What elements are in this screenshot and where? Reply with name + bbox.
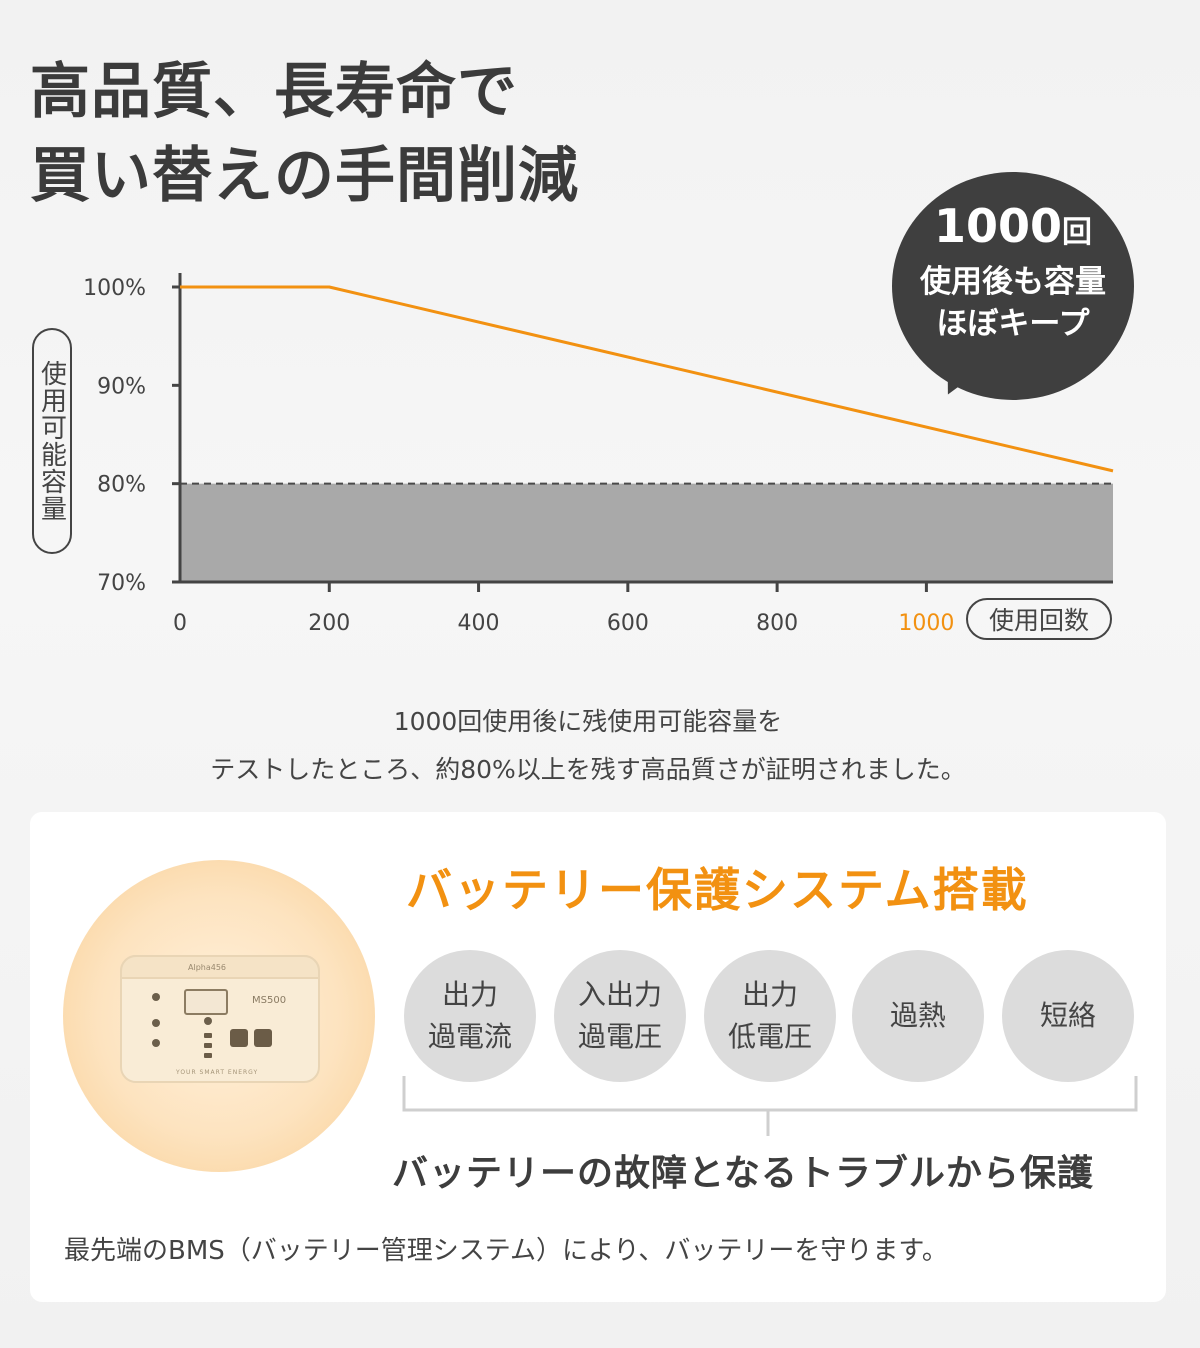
product-handle <box>120 955 320 979</box>
product-tagline: YOUR SMART ENERGY <box>176 1069 259 1076</box>
product-model: MS500 <box>252 995 287 1006</box>
product-port <box>204 1017 212 1025</box>
feature-bracket <box>402 1076 1138 1136</box>
feature-io-overvoltage: 入出力 過電圧 <box>554 950 686 1082</box>
y-tick-label: 90% <box>97 374 146 399</box>
y-tick-label: 100% <box>83 276 146 301</box>
feature-label-line-1: 短絡 <box>1039 999 1096 1032</box>
y-axis-label: 使用可能容量 <box>32 328 72 554</box>
feature-output-overcurrent: 出力 過電流 <box>404 950 536 1082</box>
callout-bubble: 1000回 使用後も容量 ほぼキープ <box>892 172 1134 400</box>
product-port <box>152 1039 160 1047</box>
callout-count: 1000回 <box>892 198 1134 261</box>
headline-line-1: 高品質、長寿命で <box>30 57 518 127</box>
below-threshold-area <box>180 483 1113 582</box>
feature-label-line-1: 入出力 <box>577 978 662 1011</box>
feature-short-circuit: 短絡 <box>1002 950 1134 1082</box>
x-tick-label: 1000 <box>898 611 954 636</box>
feature-label-line-2: 低電圧 <box>727 1020 812 1053</box>
description-line-1: 1000回使用後に残使用可能容量を <box>393 707 783 736</box>
capacity-series-line <box>180 285 1114 473</box>
capacity-line-chart: 100% 90% 80% 70% 0 200 400 600 800 1000 <box>83 273 1114 636</box>
protection-summary: バッテリーの故障となるトラブルから保護 <box>392 1153 1094 1194</box>
x-tick-label: 400 <box>458 611 500 636</box>
description-line-2: テストしたところ、約80%以上を残す高品質さが証明されました。 <box>210 755 966 784</box>
callout-line-3: ほぼキープ <box>936 306 1090 342</box>
callout-count-number: 1000 <box>933 199 1063 253</box>
product-usb-port <box>204 1053 212 1058</box>
product-usb-port <box>204 1043 212 1048</box>
feature-overheat: 過熱 <box>852 950 984 1082</box>
product-button <box>152 993 160 1001</box>
product-port <box>152 1019 160 1027</box>
x-tick-label: 0 <box>173 611 187 636</box>
feature-output-undervoltage: 出力 低電圧 <box>704 950 836 1082</box>
product-ac-outlet <box>230 1029 248 1047</box>
feature-label-line-2: 過電圧 <box>577 1020 662 1053</box>
feature-label-line-1: 出力 <box>441 978 498 1011</box>
product-usb-port <box>204 1033 212 1038</box>
product-screen <box>184 989 228 1015</box>
product-ac-outlet <box>254 1029 272 1047</box>
bms-title: バッテリー保護システム搭載 <box>406 863 1029 917</box>
callout-line-2: 使用後も容量 <box>920 264 1106 300</box>
headline: 高品質、長寿命で 買い替えの手間削減 <box>30 50 579 218</box>
x-tick-label: 600 <box>607 611 649 636</box>
x-axis-label: 使用回数 <box>966 598 1112 640</box>
x-tick-label: 800 <box>756 611 798 636</box>
feature-label-line-1: 出力 <box>741 978 798 1011</box>
bms-footnote: 最先端のBMS（バッテリー管理システム）により、バッテリーを守ります。 <box>64 1236 948 1266</box>
y-tick-label: 70% <box>97 571 146 596</box>
feature-label-line-1: 過熱 <box>889 999 946 1032</box>
x-tick-label: 200 <box>308 611 350 636</box>
feature-label-line-2: 過電流 <box>427 1020 512 1053</box>
y-tick-label: 80% <box>97 473 146 498</box>
power-station-image: Alpha456 MS500 YOUR SMART ENERGY <box>120 955 320 1083</box>
headline-line-2: 買い替えの手間削減 <box>30 141 579 211</box>
callout-count-unit: 回 <box>1062 215 1093 250</box>
product-brand: Alpha456 <box>188 963 227 972</box>
